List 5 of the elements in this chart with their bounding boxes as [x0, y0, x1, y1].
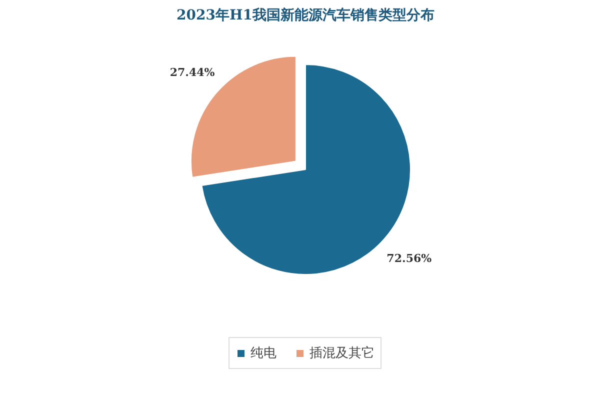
- legend-label: 插混及其它: [310, 345, 374, 362]
- chart-title: 2023年H1我国新能源汽车销售类型分布: [176, 6, 434, 24]
- data-label: 27.44%: [170, 66, 216, 79]
- legend-label: 纯电: [250, 345, 276, 362]
- data-label: 72.56%: [386, 252, 432, 265]
